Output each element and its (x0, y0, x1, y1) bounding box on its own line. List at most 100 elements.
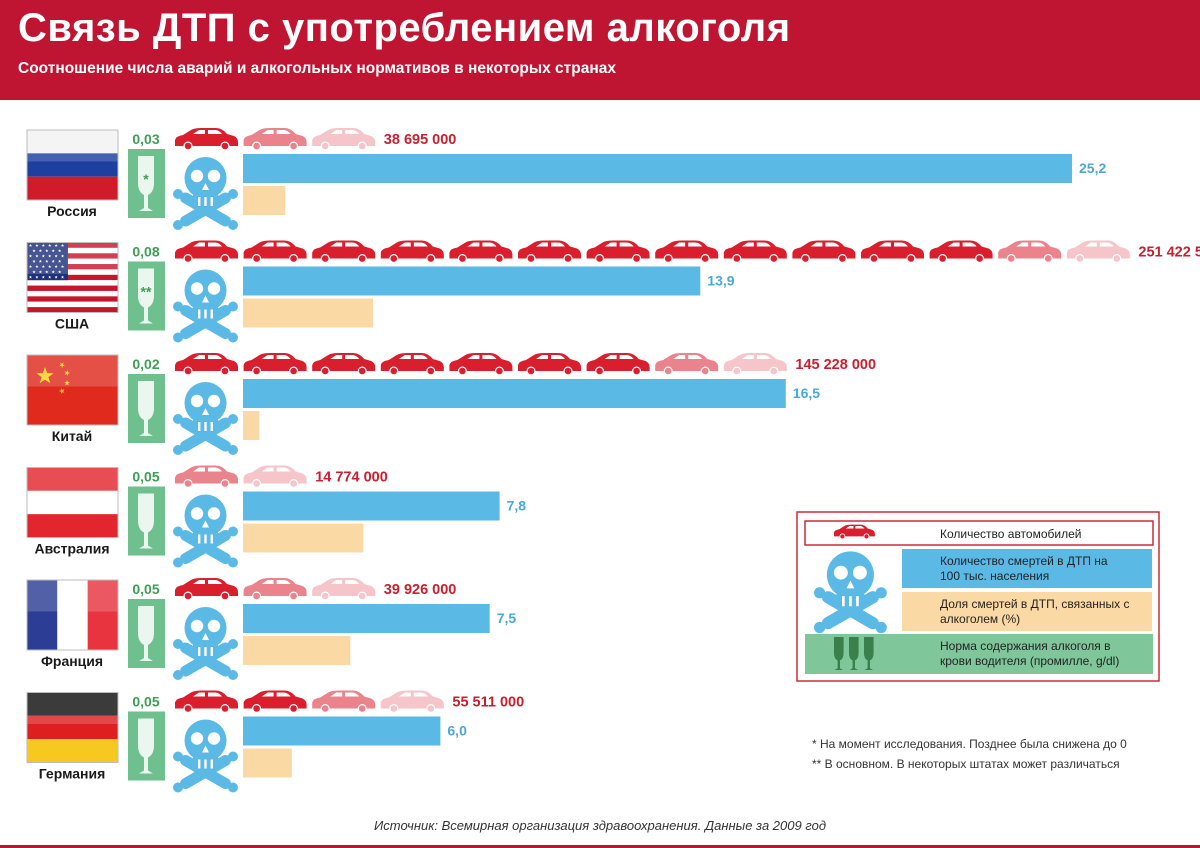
death-rate-bar (243, 266, 701, 296)
death-rate-bar (243, 154, 1072, 183)
legend-deaths-box (902, 549, 1152, 588)
legend-alcohol-label: Доля смертей в ДТП, связанных с алкоголем… (940, 597, 1130, 626)
country-row-russia: Россия 0,03 * 38 695 000 25,2 (26, 128, 1106, 230)
legend-cars-label: Количество автомобилей (940, 527, 1081, 541)
car-icon (1066, 240, 1130, 263)
car-icon (243, 578, 307, 601)
car-icon (655, 240, 719, 263)
car-icon (655, 353, 719, 376)
car-icon (723, 353, 787, 376)
car-icon (380, 240, 444, 263)
car-icon (175, 578, 238, 601)
flag-germany (26, 692, 119, 763)
car-icon (998, 240, 1062, 263)
page-title: Связь ДТП с употреблением алкоголя (18, 6, 791, 50)
car-icon (243, 465, 307, 488)
skull-icon (173, 719, 238, 793)
death-rate-label: 6,0 (447, 723, 467, 739)
page-subtitle: Соотношение числа аварий и алкогольных н… (18, 60, 616, 77)
skull-icon (173, 382, 238, 455)
death-rate-bar (243, 491, 500, 521)
car-count-label: 55 511 000 (452, 695, 524, 711)
car-icon (243, 240, 307, 263)
car-icon (312, 128, 376, 151)
car-icon (312, 690, 376, 713)
death-rate-bar (243, 716, 441, 746)
car-count-label: 14 774 000 (315, 470, 388, 486)
bottom-rule (0, 845, 1200, 848)
country-row-germany: Германия 0,05 55 511 000 6,0 (26, 690, 524, 793)
death-rate-label: 13,9 (707, 273, 734, 289)
country-row-france: Франция 0,05 39 926 000 7,5 (26, 578, 517, 680)
alcohol-share-bar (243, 298, 373, 328)
skull-icon (173, 269, 238, 343)
country-label: Австралия (34, 541, 109, 557)
footnote-1: * На момент исследования. Позднее была с… (812, 737, 1127, 751)
flag-russia (26, 129, 119, 201)
footnote-mark: ** (141, 284, 152, 300)
country-row-usa: США 0,08 ** 251 422 509 13,9 (26, 240, 1200, 343)
alcohol-share-bar (243, 748, 292, 778)
car-icon (312, 240, 376, 263)
country-label: Германия (39, 766, 106, 782)
header-banner: Связь ДТП с употреблением алкоголя Соотн… (0, 0, 1200, 100)
death-rate-bar (243, 379, 786, 408)
car-icon (449, 353, 513, 376)
country-row-australia: Австралия 0,05 14 774 000 7,8 (26, 465, 527, 568)
car-icon (243, 128, 307, 151)
flag-australia (26, 467, 119, 538)
car-icon (175, 353, 238, 376)
footnote-2: ** В основном. В некоторых штатах может … (812, 757, 1120, 771)
norm-value-label: 0,05 (132, 694, 159, 710)
norm-value-label: 0,02 (132, 356, 159, 372)
norm-value-label: 0,05 (132, 581, 159, 597)
alcohol-share-bar (243, 186, 286, 215)
legend-alcohol-box (902, 592, 1152, 631)
legend-frame (796, 511, 1160, 682)
car-icon (792, 240, 856, 263)
car-icon (312, 578, 376, 601)
car-icon (243, 353, 307, 376)
car-icon (929, 240, 993, 263)
norm-value-label: 0,08 (132, 244, 159, 260)
legend: Количество автомобилей Количество смерте… (796, 511, 1160, 682)
car-count-label: 39 926 000 (384, 582, 457, 598)
car-icon (518, 240, 581, 263)
car-count-label: 38 695 000 (384, 132, 457, 148)
alcohol-share-bar (243, 411, 260, 440)
alcohol-share-bar (243, 523, 364, 553)
death-rate-label: 16,5 (793, 385, 820, 401)
country-label: Франция (41, 653, 103, 669)
car-icon (175, 690, 238, 713)
car-icon (380, 690, 444, 713)
norm-value-label: 0,03 (132, 131, 159, 147)
flag-china (26, 354, 119, 426)
flag-france (26, 579, 119, 651)
death-rate-bar (243, 604, 490, 633)
car-icon (723, 240, 787, 263)
flag-usa (26, 242, 119, 313)
country-rows: Россия 0,03 * 38 695 000 25,2 США 0,08 ** 251 42… (26, 128, 1200, 793)
death-rate-label: 7,5 (497, 610, 517, 626)
legend-norm-label: Норма содержания алкоголя в крови водител… (940, 639, 1119, 668)
legend-norm-box (805, 634, 1153, 674)
country-label: Россия (47, 203, 97, 219)
car-icon (586, 353, 650, 376)
legend-skull-icon (814, 551, 887, 634)
car-icon (312, 353, 376, 376)
country-label: США (55, 316, 89, 332)
car-icon (586, 240, 650, 263)
death-rate-label: 25,2 (1079, 160, 1106, 176)
skull-icon (173, 494, 238, 568)
country-label: Китай (52, 428, 92, 444)
death-rate-label: 7,8 (507, 498, 527, 514)
car-icon (449, 240, 513, 263)
alcohol-share-bar (243, 636, 351, 665)
skull-icon (173, 157, 238, 230)
car-icon (175, 465, 238, 488)
car-icon (380, 353, 444, 376)
car-icon (175, 240, 238, 263)
car-icon (243, 690, 307, 713)
country-row-china: Китай 0,02 145 228 000 16,5 (26, 353, 876, 455)
